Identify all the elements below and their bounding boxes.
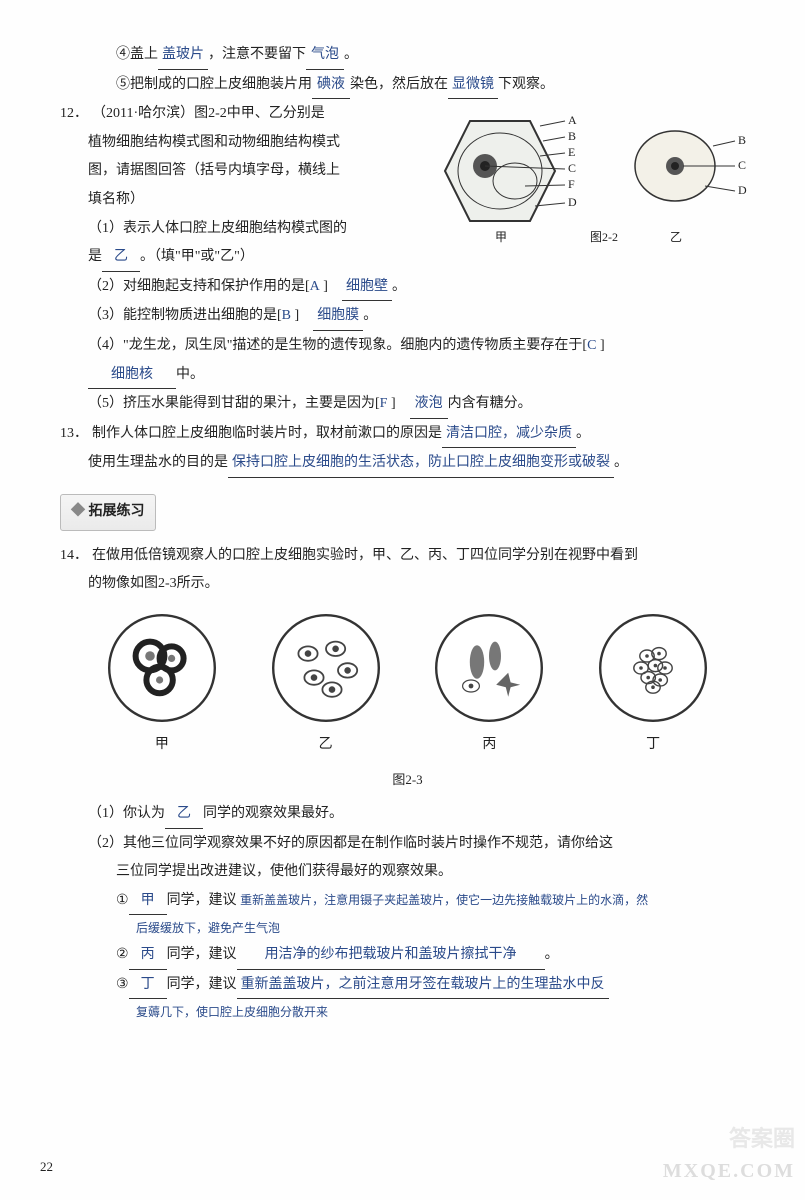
fig2-3: 甲 乙 丙 xyxy=(80,608,735,759)
q11-step4: ④盖上盖玻片，注意不要留下气泡。 xyxy=(60,42,755,70)
svg-text:A: A xyxy=(568,113,577,127)
q12-block: A B E C F D 甲 图2-2 B C D 乙 12．（2011·哈尔滨）… xyxy=(60,101,755,419)
blank-bubble: 气泡 xyxy=(306,42,344,70)
blank-who-bing: 丙 xyxy=(129,942,167,970)
q13: 13．制作人体口腔上皮细胞临时装片时，取材前漱口的原因是清洁口腔，减少杂质。 xyxy=(60,421,755,449)
blank-cover-slip: 盖玻片 xyxy=(158,42,208,70)
blank-who-jia: 甲 xyxy=(129,888,167,916)
page-number: 22 xyxy=(40,1155,53,1180)
blank-cell-wall: 细胞壁 xyxy=(342,274,392,302)
q12-number: 12． xyxy=(60,101,88,128)
blank-nucleus: 细胞核 xyxy=(88,362,176,390)
circle-yi: 乙 xyxy=(266,608,386,759)
svg-text:图2-2: 图2-2 xyxy=(590,230,618,244)
svg-text:B: B xyxy=(568,129,576,143)
suggestion-ding-cont: 复薅几下，使口腔上皮细胞分散开来 xyxy=(60,1001,755,1024)
svg-text:乙: 乙 xyxy=(670,230,682,244)
q14-intro: 14．在做用低倍镜观察人的口腔上皮细胞实验时，甲、乙、丙、丁四位同学分别在视野中… xyxy=(60,543,755,570)
svg-text:B: B xyxy=(738,133,746,147)
svg-text:C: C xyxy=(738,158,746,172)
svg-text:D: D xyxy=(568,195,577,209)
corner-brand: 答案圈 xyxy=(729,1118,795,1160)
fig2-3-caption: 图2-3 xyxy=(60,768,755,793)
blank-vacuole: 液泡 xyxy=(410,391,448,419)
svg-text:E: E xyxy=(568,145,575,159)
blank-rinse-reason: 清洁口腔，减少杂质 xyxy=(442,421,576,449)
cell-diagram: A B E C F D 甲 图2-2 B C D 乙 xyxy=(415,91,755,251)
circle-ding: 丁 xyxy=(593,608,713,759)
svg-text:F: F xyxy=(568,177,575,191)
blank-membrane: 细胞膜 xyxy=(313,303,363,331)
svg-text:甲: 甲 xyxy=(495,230,507,244)
suggestion-bing: 用洁净的纱布把载玻片和盖玻片擦拭干净 xyxy=(237,942,545,970)
blank-yi: 乙 xyxy=(102,244,140,272)
circle-jia: 甲 xyxy=(102,608,222,759)
svg-text:D: D xyxy=(738,183,747,197)
blank-best: 乙 xyxy=(165,801,203,829)
suggestion-jia-2: 后缓缓放下，避免产生气泡 xyxy=(60,917,755,940)
blank-saline-reason: 保持口腔上皮细胞的生活状态，防止口腔上皮细胞变形或破裂 xyxy=(228,450,614,478)
circle-bing: 丙 xyxy=(429,608,549,759)
suggestion-ding: 重新盖盖玻片，之前注意用牙签在载玻片上的生理盐水中反 xyxy=(237,972,609,1000)
section-extension: 拓展练习 xyxy=(60,494,156,531)
suggestion-jia-1: 重新盖盖玻片，注意用镊子夹起盖玻片，使它一边先接触载玻片上的水滴，然 xyxy=(240,893,648,907)
blank-iodine: 碘液 xyxy=(312,72,350,100)
blank-who-ding: 丁 xyxy=(129,972,167,1000)
svg-text:C: C xyxy=(568,161,576,175)
